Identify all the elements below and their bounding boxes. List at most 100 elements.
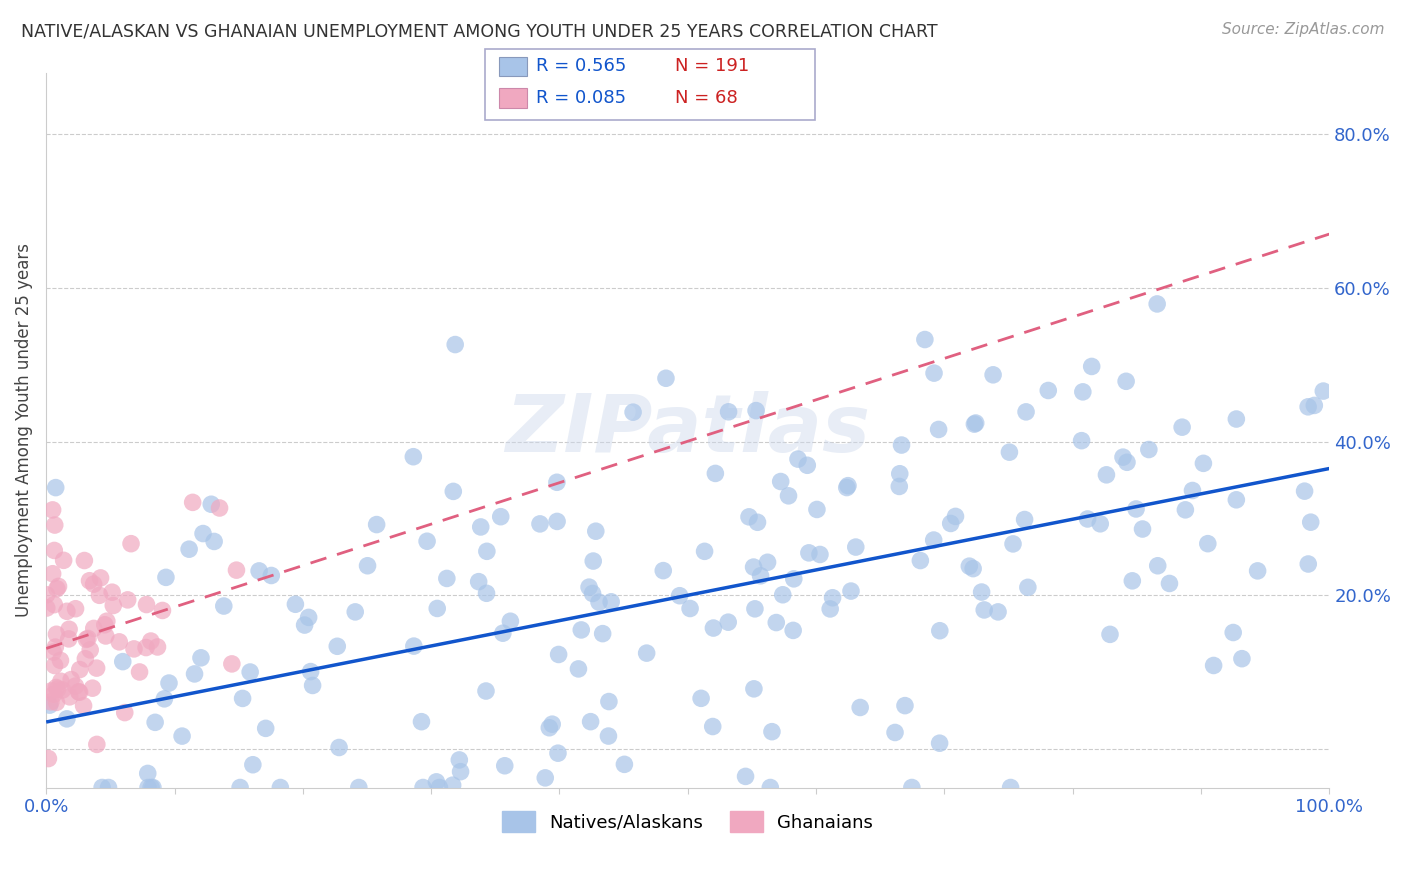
Point [44,543,66,558]
Point [636,646,658,660]
Point [534,771,557,785]
Point [425,775,447,789]
Point [96,614,118,628]
Point [298,610,321,624]
Point [301,678,323,692]
Point [1070,434,1092,448]
Point [402,450,425,464]
Text: ZIPatlas: ZIPatlas [505,392,870,469]
Point [1077,512,1099,526]
Point [429,780,451,795]
Point [41,503,63,517]
Point [1137,442,1160,457]
Point [538,721,561,735]
Point [212,599,235,613]
Point [75,651,97,665]
Point [45,582,67,596]
Text: R = 0.565: R = 0.565 [536,57,626,75]
Point [347,780,370,795]
Point [1299,515,1322,529]
Point [742,560,765,574]
Point [91,780,114,795]
Point [567,662,589,676]
Point [998,445,1021,459]
Point [326,640,349,654]
Point [693,544,716,558]
Point [1014,512,1036,526]
Point [835,481,858,495]
Point [1121,574,1143,588]
Point [600,595,623,609]
Text: N = 191: N = 191 [675,57,749,75]
Point [191,526,214,541]
Point [269,780,291,795]
Text: R = 0.085: R = 0.085 [536,89,626,107]
Point [120,537,142,551]
Point [221,657,243,671]
Point [239,665,262,679]
Point [765,615,787,630]
Point [45,481,67,495]
Y-axis label: Unemployment Among Youth under 25 years: Unemployment Among Youth under 25 years [15,244,32,617]
Point [242,757,264,772]
Point [704,467,727,481]
Point [592,626,614,640]
Point [328,740,350,755]
Point [59,690,82,704]
Point [1095,467,1118,482]
Point [837,478,859,492]
Point [152,603,174,617]
Point [1171,420,1194,434]
Point [45,695,67,709]
Point [181,495,204,509]
Point [45,627,67,641]
Point [42,688,65,702]
Point [37,751,59,765]
Point [1015,405,1038,419]
Point [963,417,986,431]
Point [652,564,675,578]
Point [1125,502,1147,516]
Point [588,595,610,609]
Point [973,603,995,617]
Point [1080,359,1102,374]
Point [135,598,157,612]
Text: N = 68: N = 68 [675,89,738,107]
Point [965,416,987,430]
Point [894,698,917,713]
Point [52,553,75,567]
Point [1202,658,1225,673]
Point [541,717,564,731]
Point [229,780,252,795]
Point [450,764,472,779]
Point [56,712,79,726]
Point [475,544,498,558]
Point [742,681,765,696]
Point [1230,651,1253,665]
Point [1146,297,1168,311]
Point [200,497,222,511]
Point [356,558,378,573]
Point [889,467,911,481]
Point [60,673,83,687]
Point [44,658,66,673]
Point [1115,374,1137,388]
Legend: Natives/Alaskans, Ghanaians: Natives/Alaskans, Ghanaians [495,804,880,839]
Point [821,591,844,605]
Point [581,586,603,600]
Point [1303,399,1326,413]
Point [1090,516,1112,531]
Point [155,570,177,584]
Point [412,780,434,795]
Point [366,517,388,532]
Point [1000,780,1022,795]
Point [690,691,713,706]
Point [89,588,111,602]
Point [1181,483,1204,498]
Point [49,674,72,689]
Point [769,475,792,489]
Point [143,715,166,730]
Point [114,706,136,720]
Point [579,714,602,729]
Point [128,665,150,679]
